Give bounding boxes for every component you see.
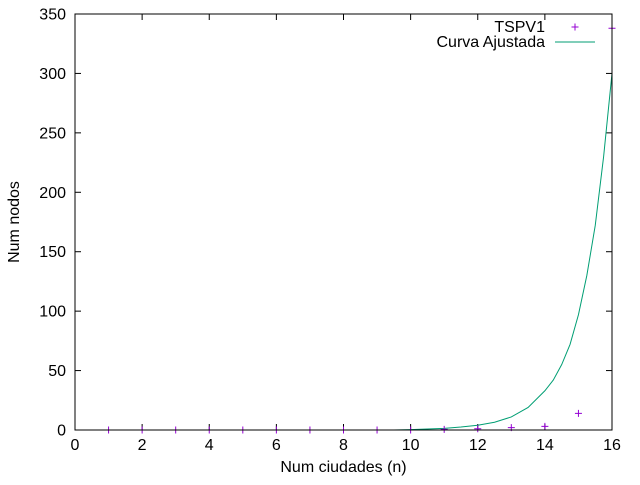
x-tick-label: 16 bbox=[603, 437, 621, 454]
fitted-curve-line bbox=[393, 73, 613, 431]
x-tick-label: 14 bbox=[536, 437, 554, 454]
x-tick-label: 0 bbox=[71, 437, 80, 454]
x-tick-label: 2 bbox=[138, 437, 147, 454]
data-point bbox=[440, 425, 448, 433]
y-tick-label: 250 bbox=[39, 125, 66, 142]
y-tick-label: 300 bbox=[39, 66, 66, 83]
legend-label-tspv1: TSPV1 bbox=[494, 19, 545, 36]
y-tick-label: 100 bbox=[39, 304, 66, 321]
x-tick-label: 6 bbox=[272, 437, 281, 454]
data-point bbox=[574, 409, 582, 417]
y-tick-label: 150 bbox=[39, 244, 66, 261]
y-tick-label: 50 bbox=[48, 363, 66, 380]
plot-border bbox=[74, 13, 613, 431]
data-point bbox=[541, 422, 549, 430]
x-tick-label: 10 bbox=[402, 437, 420, 454]
x-tick-label: 12 bbox=[469, 437, 487, 454]
legend-marker-tspv1 bbox=[571, 23, 579, 31]
x-tick-label: 8 bbox=[339, 437, 348, 454]
y-axis-label: Num nodos bbox=[6, 181, 23, 263]
y-tick-label: 350 bbox=[39, 7, 66, 24]
x-tick-label: 4 bbox=[205, 437, 214, 454]
y-tick-label: 200 bbox=[39, 185, 66, 202]
x-axis-label: Num ciudades (n) bbox=[280, 459, 406, 476]
legend-label-curva-ajustada: Curva Ajustada bbox=[436, 34, 545, 51]
data-point bbox=[474, 425, 482, 433]
y-tick-label: 0 bbox=[57, 423, 66, 440]
